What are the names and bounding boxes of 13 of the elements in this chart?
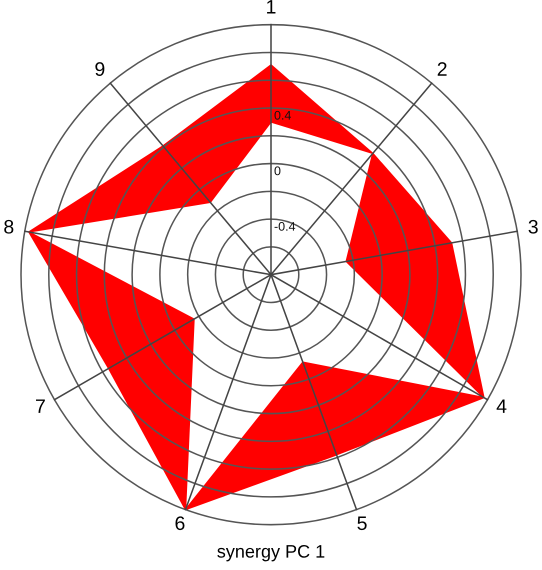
y-tick-label: 0.4	[274, 110, 292, 120]
spoke-label: 3	[528, 220, 538, 234]
spoke-label: 4	[496, 399, 506, 413]
spoke-label: 1	[267, 0, 276, 14]
spoke-label: 5	[357, 516, 367, 530]
y-tick-label: 0	[274, 166, 280, 176]
spoke-label: 7	[36, 399, 45, 413]
spoke-label: 8	[4, 220, 14, 234]
spoke-label: 2	[438, 62, 447, 76]
y-tick-label: -0.4	[274, 222, 296, 231]
spoke-label: 9	[95, 62, 104, 76]
spoke-label: 6	[176, 516, 184, 530]
text: synergy PC 1	[217, 544, 324, 562]
